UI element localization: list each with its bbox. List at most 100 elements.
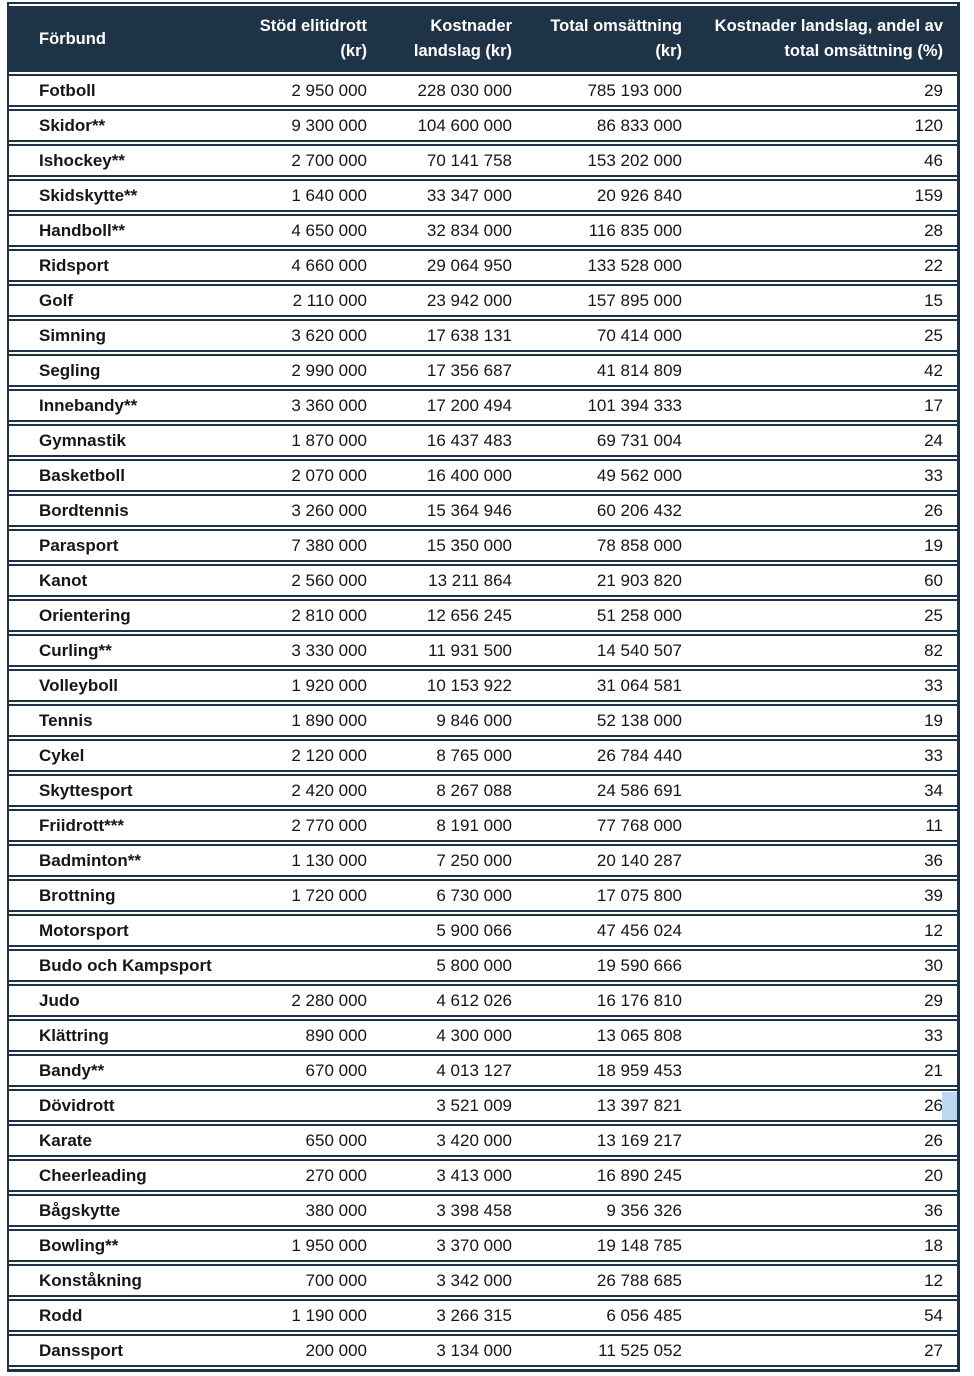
cell-andel-procent: 120 [687,109,957,142]
cell-total-omsattning: 26 784 440 [517,739,687,772]
cell-andel-procent: 12 [687,914,957,947]
cell-forbund: Cheerleading [9,1159,239,1192]
cell-forbund: Fotboll [9,74,239,107]
cell-total-omsattning: 157 895 000 [517,284,687,317]
column-header-total-omsattning: Total omsättning (kr) [517,6,687,72]
cell-kostnader-landslag: 32 834 000 [372,214,517,247]
federation-costs-table: Förbund Stöd elitidrott (kr) Kostnader lands… [9,4,957,1369]
cell-stod-elitidrott: 7 380 000 [239,529,372,562]
cell-total-omsattning: 18 959 453 [517,1054,687,1087]
cell-andel-procent: 60 [687,564,957,597]
table-row: Cykel 2 120 000 8 765 000 26 784 440 33 [9,739,957,772]
cell-kostnader-landslag: 3 420 000 [372,1124,517,1157]
table-row: Bandy** 670 000 4 013 127 18 959 453 21 [9,1054,957,1087]
cell-total-omsattning: 17 075 800 [517,879,687,912]
table-row: Simning 3 620 000 17 638 131 70 414 000 25 [9,319,957,352]
cell-kostnader-landslag: 8 765 000 [372,739,517,772]
cell-kostnader-landslag: 29 064 950 [372,249,517,282]
table-row: Karate 650 000 3 420 000 13 169 217 26 [9,1124,957,1157]
cell-stod-elitidrott: 380 000 [239,1194,372,1227]
cell-andel-procent: 21 [687,1054,957,1087]
cell-total-omsattning: 49 562 000 [517,459,687,492]
table-row: Danssport 200 000 3 134 000 11 525 052 27 [9,1334,957,1367]
table-row: Bowling** 1 950 000 3 370 000 19 148 785 18 [9,1229,957,1262]
cell-andel-procent: 159 [687,179,957,212]
cell-kostnader-landslag: 7 250 000 [372,844,517,877]
cell-kostnader-landslag: 3 266 315 [372,1299,517,1332]
cell-total-omsattning: 41 814 809 [517,354,687,387]
cell-andel-procent: 33 [687,669,957,702]
cell-andel-procent: 15 [687,284,957,317]
cell-forbund: Judo [9,984,239,1017]
cell-stod-elitidrott: 650 000 [239,1124,372,1157]
cell-forbund: Badminton** [9,844,239,877]
cell-forbund: Kanot [9,564,239,597]
cell-andel-procent: 24 [687,424,957,457]
cell-total-omsattning: 16 176 810 [517,984,687,1017]
cell-andel-procent: 36 [687,844,957,877]
table-row: Klättring 890 000 4 300 000 13 065 808 33 [9,1019,957,1052]
cell-andel-procent: 28 [687,214,957,247]
cell-andel-procent: 33 [687,459,957,492]
cell-forbund: Cykel [9,739,239,772]
cell-total-omsattning: 52 138 000 [517,704,687,737]
cell-andel-procent: 46 [687,144,957,177]
cell-stod-elitidrott: 4 660 000 [239,249,372,282]
cell-forbund: Skyttesport [9,774,239,807]
cell-stod-elitidrott: 3 260 000 [239,494,372,527]
cell-stod-elitidrott: 2 950 000 [239,74,372,107]
table-row: Badminton** 1 130 000 7 250 000 20 140 287 3… [9,844,957,877]
cell-stod-elitidrott: 1 950 000 [239,1229,372,1262]
table-row: Skyttesport 2 420 000 8 267 088 24 586 691 3… [9,774,957,807]
cell-stod-elitidrott: 3 330 000 [239,634,372,667]
cell-stod-elitidrott [239,914,372,947]
cell-stod-elitidrott [239,949,372,982]
cell-forbund: Gymnastik [9,424,239,457]
cell-stod-elitidrott [239,1089,372,1122]
cell-forbund: Segling [9,354,239,387]
cell-forbund: Dövidrott [9,1089,239,1122]
cell-andel-procent: 26 [687,1124,957,1157]
cell-andel-procent: 12 [687,1264,957,1297]
cell-stod-elitidrott: 700 000 [239,1264,372,1297]
table-row: Skidskytte** 1 640 000 33 347 000 20 926 84… [9,179,957,212]
cell-andel-procent: 18 [687,1229,957,1262]
cell-stod-elitidrott: 2 070 000 [239,459,372,492]
table-row: Parasport 7 380 000 15 350 000 78 858 000 19 [9,529,957,562]
cell-stod-elitidrott: 2 110 000 [239,284,372,317]
cell-stod-elitidrott: 2 990 000 [239,354,372,387]
cell-total-omsattning: 60 206 432 [517,494,687,527]
cell-total-omsattning: 153 202 000 [517,144,687,177]
cell-forbund: Bordtennis [9,494,239,527]
cell-stod-elitidrott: 2 420 000 [239,774,372,807]
cell-stod-elitidrott: 1 640 000 [239,179,372,212]
cell-andel-procent: 17 [687,389,957,422]
cell-andel-procent: 19 [687,529,957,562]
cell-andel-procent: 29 [687,984,957,1017]
cell-total-omsattning: 19 148 785 [517,1229,687,1262]
cell-andel-procent: 82 [687,634,957,667]
cell-stod-elitidrott: 2 770 000 [239,809,372,842]
cell-forbund: Skidor** [9,109,239,142]
cell-total-omsattning: 78 858 000 [517,529,687,562]
cell-kostnader-landslag: 17 356 687 [372,354,517,387]
cell-kostnader-landslag: 13 211 864 [372,564,517,597]
table-row: Curling** 3 330 000 11 931 500 14 540 507 82 [9,634,957,667]
cell-kostnader-landslag: 70 141 758 [372,144,517,177]
cell-kostnader-landslag: 23 942 000 [372,284,517,317]
cell-kostnader-landslag: 3 413 000 [372,1159,517,1192]
cell-forbund: Budo och Kampsport [9,949,239,982]
cell-forbund: Simning [9,319,239,352]
cell-total-omsattning: 785 193 000 [517,74,687,107]
cell-forbund: Skidskytte** [9,179,239,212]
cell-stod-elitidrott: 890 000 [239,1019,372,1052]
cell-forbund: Volleyboll [9,669,239,702]
table-row: Kanot 2 560 000 13 211 864 21 903 820 60 [9,564,957,597]
cell-stod-elitidrott: 1 870 000 [239,424,372,457]
cell-stod-elitidrott: 1 890 000 [239,704,372,737]
table-row: Budo och Kampsport 5 800 000 19 590 666 30 [9,949,957,982]
cell-kostnader-landslag: 11 931 500 [372,634,517,667]
table-body: Fotboll 2 950 000 228 030 000 785 193 000 29… [9,74,957,1367]
cell-andel-procent: 27 [687,1334,957,1367]
cell-total-omsattning: 19 590 666 [517,949,687,982]
